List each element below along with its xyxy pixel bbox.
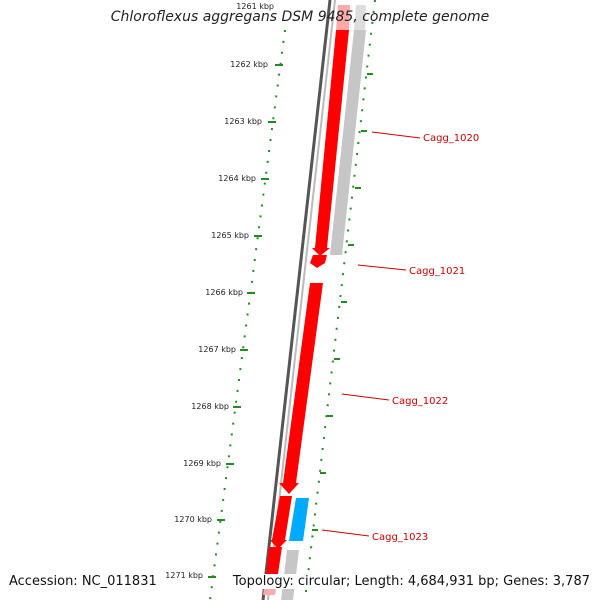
gene-label-cagg-1021[interactable]: Cagg_1021 [409,266,465,277]
tick-label-1266: 1266 kbp [205,288,243,297]
tick-label-group: 1261 kbp 1262 kbp 1263 kbp 1264 kbp 1265… [165,2,283,580]
tick-label-1261: 1261 kbp [236,2,274,11]
accession-text: Accession: NC_011831 [9,574,157,589]
tick-label-1270: 1270 kbp [174,515,212,524]
tick-label-1267: 1267 kbp [198,345,236,354]
tick-label-1265: 1265 kbp [211,231,249,240]
gene-cagg-1021[interactable] [310,255,327,268]
tick-label-1271: 1271 kbp [165,571,203,580]
gene-reverse-top[interactable] [354,5,366,30]
gene-cagg-1022[interactable] [279,283,323,494]
map-title: Chloroflexus aggregans DSM 9485, complet… [110,9,490,25]
gene-labels: Cagg_1020 Cagg_1021 Cagg_1022 Cagg_1023 [372,133,479,543]
rna-genes [289,498,309,541]
outer-tick-track [304,0,376,600]
gene-cagg-1023-forward[interactable] [270,496,292,549]
gene-rna-blue[interactable] [289,498,309,541]
backbone [261,0,336,600]
gene-top-light[interactable] [336,5,350,30]
inner-tick-track [209,29,286,600]
outer-tick-marks [312,73,373,531]
tick-label-1268: 1268 kbp [191,402,229,411]
tick-label-1262: 1262 kbp [230,60,268,69]
tick-label-1263: 1263 kbp [224,117,262,126]
gene-label-cagg-1022[interactable]: Cagg_1022 [392,396,448,407]
gene-label-cagg-1023[interactable]: Cagg_1023 [372,532,428,543]
forward-genes [263,5,350,595]
gene-cagg-1020-forward[interactable] [312,30,349,256]
gene-bottom-forward[interactable] [266,547,282,574]
gene-label-cagg-1020[interactable]: Cagg_1020 [423,133,479,144]
leader-lines [321,131,421,537]
gene-cagg-1020-reverse[interactable] [330,30,366,255]
genome-summary: Topology: circular; Length: 4,684,931 bp… [230,574,590,589]
tick-label-1264: 1264 kbp [218,174,256,183]
tick-label-1269: 1269 kbp [183,459,221,468]
